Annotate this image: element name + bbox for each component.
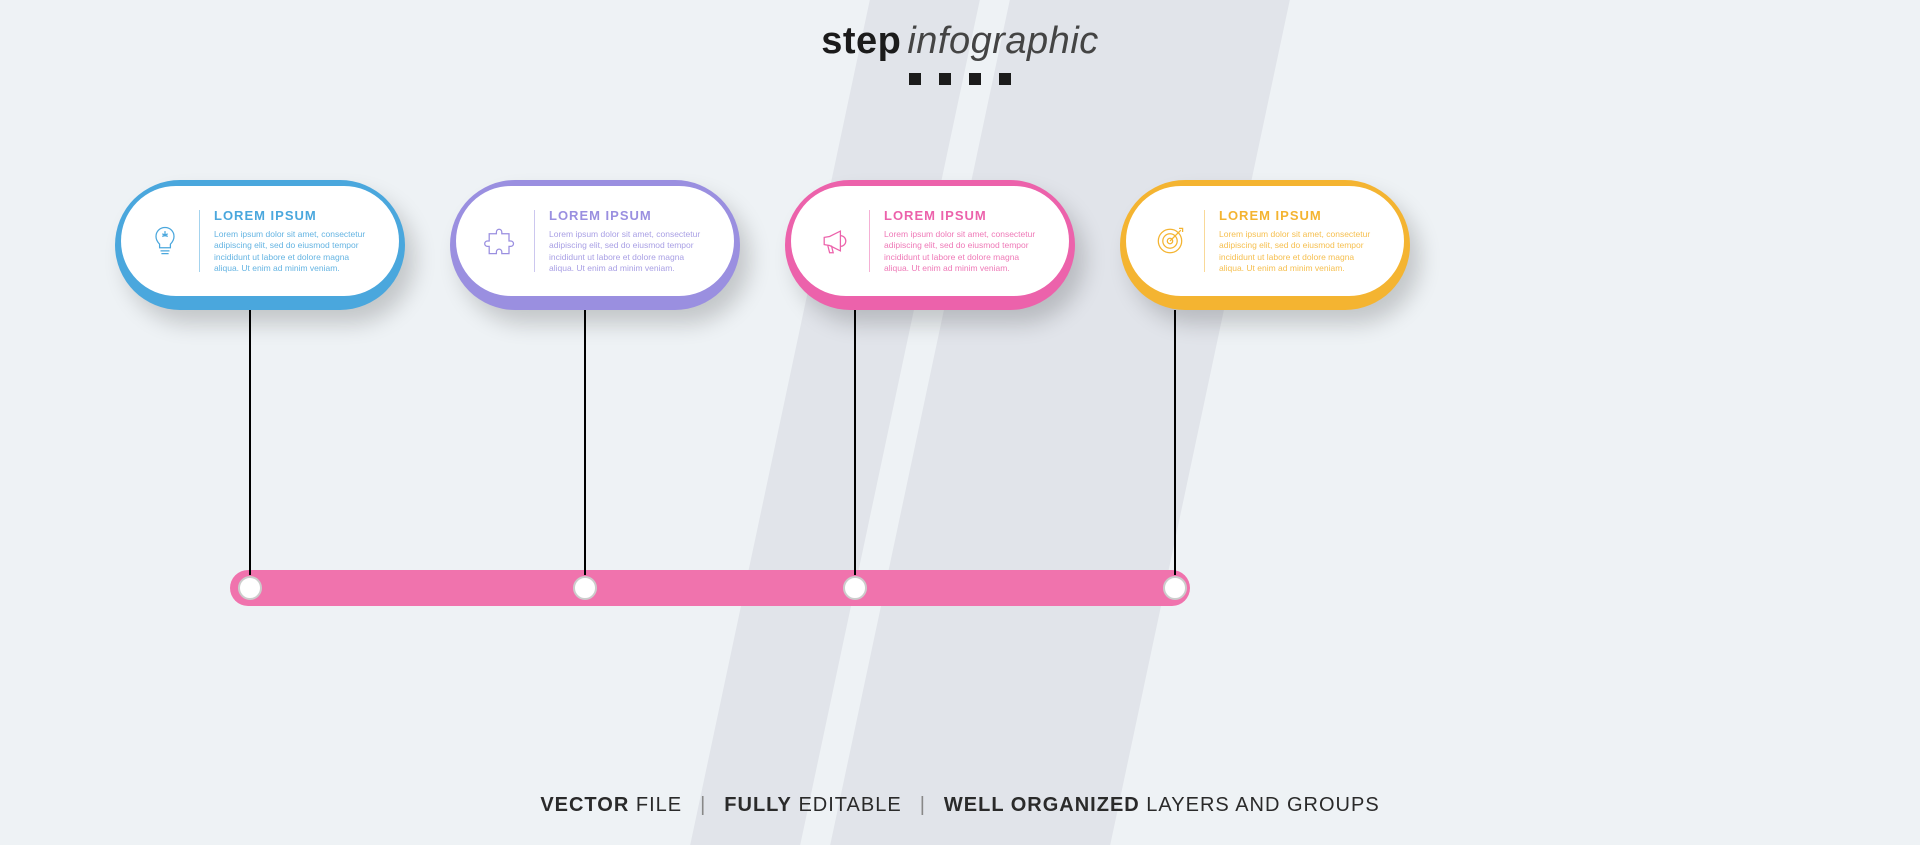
connector-line xyxy=(854,310,856,575)
header-dot xyxy=(999,73,1011,85)
card-front: LOREM IPSUM Lorem ipsum dolor sit amet, c… xyxy=(456,186,734,296)
header-dot xyxy=(939,73,951,85)
footer-regular: EDITABLE xyxy=(792,794,902,816)
timeline-marker xyxy=(238,576,262,600)
footer-tagline: VECTOR FILE | FULLY EDITABLE | WELL ORGANIZE… xyxy=(0,794,1920,817)
card-text: LOREM IPSUM Lorem ipsum dolor sit amet, c… xyxy=(1219,208,1376,275)
card-body: Lorem ipsum dolor sit amet, consectetur … xyxy=(1219,229,1376,275)
card-body: Lorem ipsum dolor sit amet, consectetur … xyxy=(549,229,706,275)
card-body: Lorem ipsum dolor sit amet, consectetur … xyxy=(214,229,371,275)
card-text: LOREM IPSUM Lorem ipsum dolor sit amet, c… xyxy=(214,208,371,275)
card-title: LOREM IPSUM xyxy=(884,208,1041,223)
title-bold: step xyxy=(821,20,901,62)
card-body: Lorem ipsum dolor sit amet, consectetur … xyxy=(884,229,1041,275)
step-card: LOREM IPSUM Lorem ipsum dolor sit amet, c… xyxy=(785,180,1075,310)
page-title: stepinfographic xyxy=(0,20,1920,63)
timeline-marker xyxy=(843,576,867,600)
card-divider xyxy=(199,210,200,272)
card-front: LOREM IPSUM Lorem ipsum dolor sit amet, c… xyxy=(121,186,399,296)
card-title: LOREM IPSUM xyxy=(1219,208,1376,223)
lightbulb-icon xyxy=(145,221,185,261)
connector-line xyxy=(584,310,586,575)
card-divider xyxy=(1204,210,1205,272)
header-dots xyxy=(0,73,1920,85)
timeline-bar xyxy=(230,570,1190,606)
footer-regular: FILE xyxy=(629,794,682,816)
target-icon xyxy=(1150,221,1190,261)
megaphone-icon xyxy=(815,221,855,261)
footer-strong: FULLY xyxy=(724,794,792,816)
card-title: LOREM IPSUM xyxy=(214,208,371,223)
connector-line xyxy=(1174,310,1176,575)
header-dot xyxy=(909,73,921,85)
puzzle-icon xyxy=(480,221,520,261)
step-card: LOREM IPSUM Lorem ipsum dolor sit amet, c… xyxy=(115,180,405,310)
title-light: infographic xyxy=(907,20,1098,62)
card-front: LOREM IPSUM Lorem ipsum dolor sit amet, c… xyxy=(791,186,1069,296)
timeline-marker xyxy=(1163,576,1187,600)
card-text: LOREM IPSUM Lorem ipsum dolor sit amet, c… xyxy=(549,208,706,275)
card-text: LOREM IPSUM Lorem ipsum dolor sit amet, c… xyxy=(884,208,1041,275)
card-divider xyxy=(534,210,535,272)
step-card: LOREM IPSUM Lorem ipsum dolor sit amet, c… xyxy=(1120,180,1410,310)
footer-regular: LAYERS AND GROUPS xyxy=(1140,794,1380,816)
connector-line xyxy=(249,310,251,575)
card-front: LOREM IPSUM Lorem ipsum dolor sit amet, c… xyxy=(1126,186,1404,296)
card-title: LOREM IPSUM xyxy=(549,208,706,223)
header-dot xyxy=(969,73,981,85)
card-divider xyxy=(869,210,870,272)
footer-separator: | xyxy=(700,794,706,816)
timeline-marker xyxy=(573,576,597,600)
footer-separator: | xyxy=(920,794,926,816)
footer-strong: WELL ORGANIZED xyxy=(944,794,1140,816)
header: stepinfographic xyxy=(0,20,1920,85)
footer-strong: VECTOR xyxy=(540,794,629,816)
step-card: LOREM IPSUM Lorem ipsum dolor sit amet, c… xyxy=(450,180,740,310)
